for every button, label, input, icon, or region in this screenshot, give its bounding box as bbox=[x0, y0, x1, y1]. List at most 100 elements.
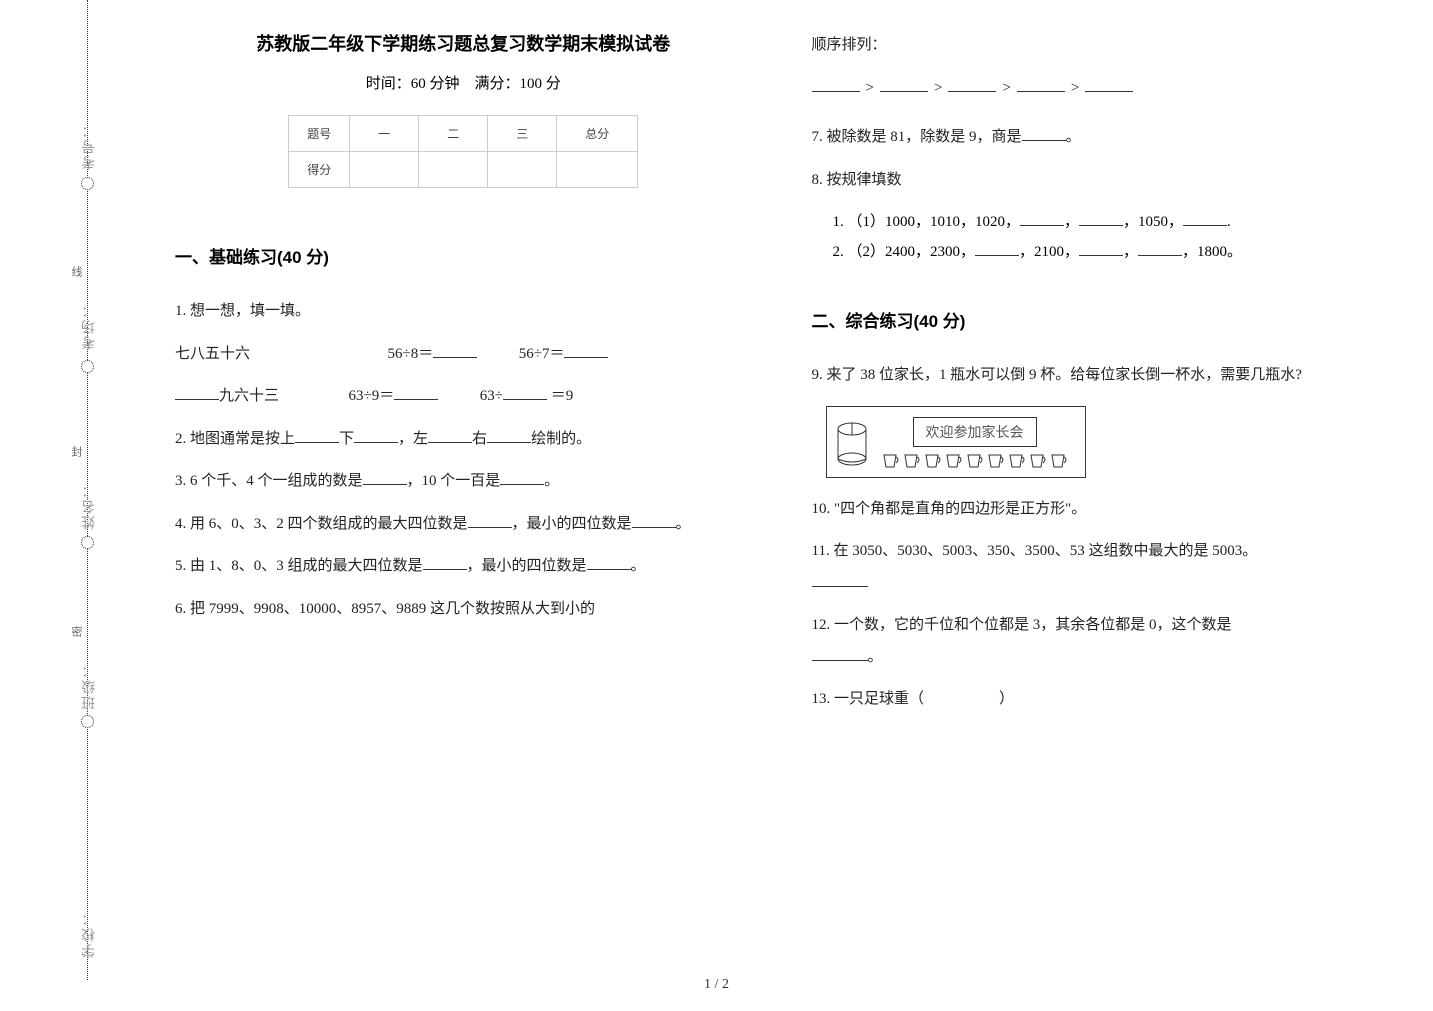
score-cell: 二 bbox=[419, 116, 488, 152]
perforation-circle bbox=[81, 715, 94, 728]
scroll-icon bbox=[835, 421, 869, 467]
cut-label: 线 bbox=[68, 266, 84, 287]
blank bbox=[175, 385, 219, 400]
blank bbox=[500, 470, 544, 485]
blank bbox=[880, 77, 928, 92]
score-header-row: 题号 一 二 三 总分 bbox=[289, 116, 638, 152]
cup-icon bbox=[1049, 453, 1069, 471]
q1-text: 七八五十六 bbox=[175, 346, 250, 362]
blank bbox=[975, 241, 1019, 256]
q1-text: 九六十三 bbox=[219, 388, 279, 404]
binding-label: 考号： bbox=[80, 122, 100, 170]
q6-cont: 顺序排列： bbox=[812, 30, 1389, 62]
q10: 10. "四个角都是直角的四边形是正方形"。 bbox=[812, 494, 1389, 526]
q8-list: （1）1000，1010，1020，，，1050，. （2）2400，2300，… bbox=[812, 207, 1389, 267]
q6: 6. 把 7999、9908、10000、8957、9889 这几个数按照从大到… bbox=[175, 594, 752, 626]
blank bbox=[487, 428, 531, 443]
q9: 9. 来了 38 位家长，1 瓶水可以倒 9 杯。给每位家长倒一杯水，需要几瓶水… bbox=[812, 360, 1389, 392]
q8: 8. 按规律填数 bbox=[812, 165, 1389, 197]
blank bbox=[1138, 241, 1182, 256]
cup-icon bbox=[965, 453, 985, 471]
blank bbox=[354, 428, 398, 443]
blank bbox=[564, 343, 608, 358]
score-value-row: 得分 bbox=[289, 152, 638, 188]
blank bbox=[1079, 211, 1123, 226]
score-cell: 三 bbox=[488, 116, 557, 152]
section-2-heading: 二、综合练习(40 分) bbox=[812, 307, 1389, 332]
banner-illustration: 欢迎参加家长会 bbox=[826, 406, 1086, 478]
cut-label: 封 bbox=[68, 446, 84, 467]
blank bbox=[423, 555, 467, 570]
q8-item-1: （1）1000，1010，1020，，，1050，. bbox=[848, 207, 1389, 237]
q12: 12. 一个数，它的千位和个位都是 3，其余各位都是 0，这个数是。 bbox=[812, 610, 1389, 673]
q11: 11. 在 3050、5030、5003、350、3500、53 这组数中最大的… bbox=[812, 536, 1389, 599]
blank bbox=[503, 385, 547, 400]
q13: 13. 一只足球重（ ） bbox=[812, 684, 1389, 716]
score-cell: 得分 bbox=[289, 152, 350, 188]
blank bbox=[1085, 77, 1133, 92]
score-cell: 题号 bbox=[289, 116, 350, 152]
perforation-circle bbox=[81, 536, 94, 549]
binding-label: 班级： bbox=[80, 662, 100, 710]
banner-text: 欢迎参加家长会 bbox=[913, 417, 1037, 447]
perforation-circle bbox=[81, 177, 94, 190]
blank bbox=[428, 428, 472, 443]
section-1-heading: 一、基础练习(40 分) bbox=[175, 243, 752, 268]
score-cell bbox=[419, 152, 488, 188]
blank bbox=[394, 385, 438, 400]
right-column: 顺序排列： >>>> 7. 被除数是 81，除数是 9，商是。 8. 按规律填数… bbox=[812, 30, 1389, 991]
score-cell bbox=[557, 152, 638, 188]
score-cell bbox=[350, 152, 419, 188]
q1-text: ＝9 bbox=[551, 388, 574, 404]
score-cell bbox=[488, 152, 557, 188]
q1-text: 56÷8＝ bbox=[388, 346, 434, 362]
q6-blanks: >>>> bbox=[812, 73, 1389, 105]
q1-text: 63÷ bbox=[480, 388, 503, 404]
blank bbox=[812, 572, 868, 587]
blank bbox=[1183, 211, 1227, 226]
cut-label: 密 bbox=[68, 626, 84, 647]
blank bbox=[363, 470, 407, 485]
blank bbox=[1020, 211, 1064, 226]
blank bbox=[433, 343, 477, 358]
binding-label: 学校： bbox=[80, 910, 100, 958]
binding-label: 考场： bbox=[80, 302, 100, 350]
exam-title: 苏教版二年级下学期练习题总复习数学期末模拟试卷 bbox=[175, 30, 752, 56]
q1-label: 1. 想一想，填一填。 bbox=[175, 296, 752, 328]
exam-subtitle: 时间：60 分钟 满分：100 分 bbox=[175, 72, 752, 93]
q3: 3. 6 个千、4 个一组成的数是，10 个一百是。 bbox=[175, 466, 752, 498]
q8-item-2: （2）2400，2300，，2100，，，1800。 bbox=[848, 237, 1389, 267]
score-table: 题号 一 二 三 总分 得分 bbox=[288, 115, 638, 188]
q7: 7. 被除数是 81，除数是 9，商是。 bbox=[812, 122, 1389, 154]
blank bbox=[812, 77, 860, 92]
blank bbox=[632, 513, 676, 528]
binding-edge: 考号： 考场： 姓名： 班级： 学校： 线封密 bbox=[0, 0, 130, 1011]
blank bbox=[468, 513, 512, 528]
score-cell: 一 bbox=[350, 116, 419, 152]
cups-row bbox=[873, 453, 1077, 471]
cup-icon bbox=[923, 453, 943, 471]
cup-icon bbox=[1007, 453, 1027, 471]
blank bbox=[587, 555, 631, 570]
q2: 2. 地图通常是按上下，左右绘制的。 bbox=[175, 424, 752, 456]
q1-text: 63÷9＝ bbox=[349, 388, 395, 404]
cup-icon bbox=[944, 453, 964, 471]
q1-line2: 九六十三 63÷9＝ 63÷ ＝9 bbox=[175, 381, 752, 413]
cup-icon bbox=[902, 453, 922, 471]
q1-text: 56÷7＝ bbox=[519, 346, 565, 362]
blank bbox=[948, 77, 996, 92]
cup-icon bbox=[1028, 453, 1048, 471]
q1-line1: 七八五十六 56÷8＝ 56÷7＝ bbox=[175, 339, 752, 371]
blank bbox=[1022, 126, 1066, 141]
blank bbox=[812, 646, 868, 661]
q4: 4. 用 6、0、3、2 四个数组成的最大四位数是，最小的四位数是。 bbox=[175, 509, 752, 541]
score-cell: 总分 bbox=[557, 116, 638, 152]
binding-label: 姓名： bbox=[80, 482, 100, 530]
q5: 5. 由 1、8、0、3 组成的最大四位数是，最小的四位数是。 bbox=[175, 551, 752, 583]
cup-icon bbox=[881, 453, 901, 471]
perforation-circle bbox=[81, 360, 94, 373]
blank bbox=[1017, 77, 1065, 92]
blank bbox=[1079, 241, 1123, 256]
main-content: 苏教版二年级下学期练习题总复习数学期末模拟试卷 时间：60 分钟 满分：100 … bbox=[130, 0, 1433, 1011]
cup-icon bbox=[986, 453, 1006, 471]
